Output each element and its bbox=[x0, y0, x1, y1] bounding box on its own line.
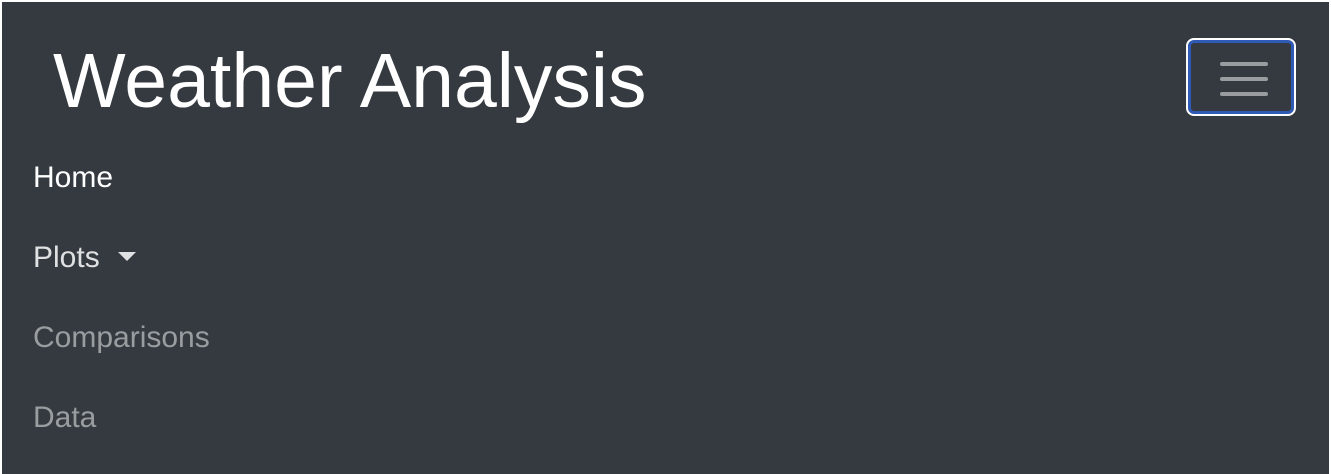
nav-link-home[interactable]: Home bbox=[33, 161, 114, 194]
nav-link-plots-label: Plots bbox=[33, 241, 100, 274]
nav-item-plots: Plots bbox=[33, 218, 210, 298]
caret-down-icon bbox=[117, 251, 136, 261]
nav-item-comparisons: Comparisons bbox=[33, 298, 210, 378]
nav-link-data[interactable]: Data bbox=[33, 401, 97, 434]
nav-link-comparisons[interactable]: Comparisons bbox=[33, 321, 210, 354]
nav-item-data: Data bbox=[33, 378, 210, 458]
brand-title[interactable]: Weather Analysis bbox=[53, 38, 647, 124]
nav-item-home: Home bbox=[33, 138, 210, 218]
nav-menu: Home Plots Comparisons Data bbox=[33, 138, 210, 458]
nav-link-plots-dropdown[interactable]: Plots bbox=[33, 238, 136, 278]
navbar-toggler-button[interactable] bbox=[1186, 38, 1296, 116]
hamburger-menu-icon bbox=[1220, 61, 1268, 97]
